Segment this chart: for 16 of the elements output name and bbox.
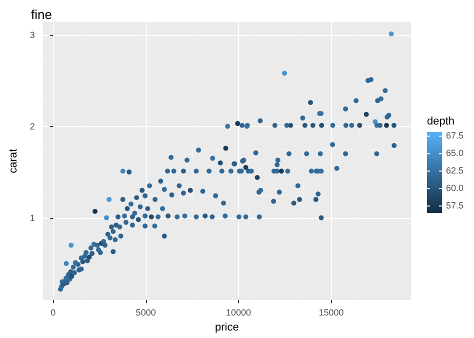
chart-title: fine: [31, 7, 52, 22]
color-bar-title: depth: [427, 116, 455, 128]
x-axis-title: price: [215, 322, 239, 334]
color-bar-label: 67.5: [446, 130, 464, 141]
x-tick-label: 10000: [226, 308, 252, 318]
y-axis-title: carat: [8, 148, 20, 174]
color-bar-label: 60.0: [446, 183, 464, 194]
x-tick-label: 5000: [136, 308, 156, 318]
color-bar-label: 57.5: [446, 200, 464, 211]
x-tick-label: 0: [50, 308, 56, 318]
x-tick-label: 15000: [318, 308, 344, 318]
y-tick-label: 2: [30, 121, 35, 132]
y-tick-label: 1: [30, 212, 35, 223]
color-bar-label: 62.5: [446, 166, 464, 176]
color-bar-label: 65.0: [446, 148, 464, 158]
y-tick-label: 3: [30, 30, 35, 40]
